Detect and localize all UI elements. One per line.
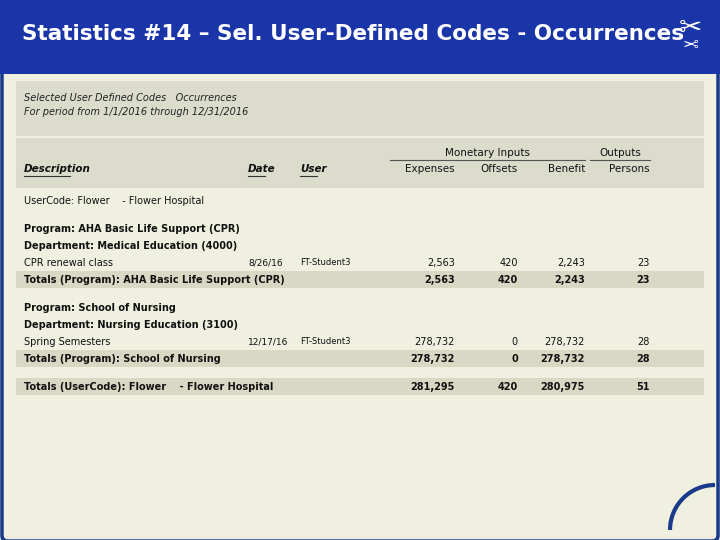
Text: 12/17/16: 12/17/16 [248, 337, 289, 346]
Text: 8/26/16: 8/26/16 [248, 258, 283, 267]
Bar [16, 271, 704, 288]
Text: 420: 420 [498, 274, 518, 285]
Text: Outputs: Outputs [599, 148, 641, 158]
Text: Department: Medical Education (4000): Department: Medical Education (4000) [24, 240, 238, 251]
Text: 23: 23 [636, 274, 650, 285]
Text: 278,732: 278,732 [544, 336, 585, 347]
Text: User: User [300, 164, 327, 174]
Text: Benefit: Benefit [548, 164, 585, 174]
Text: Selected User Defined Codes   Occurrences: Selected User Defined Codes Occurrences [24, 93, 237, 103]
Text: FT-Student3: FT-Student3 [300, 337, 351, 346]
Text: 28: 28 [636, 354, 650, 363]
Bar [16, 81, 704, 136]
Text: UserCode: Flower    - Flower Hospital: UserCode: Flower - Flower Hospital [24, 195, 204, 206]
Text: 28: 28 [638, 336, 650, 347]
Text: Date: Date [248, 164, 276, 174]
FancyBboxPatch shape [0, 0, 720, 74]
Text: 420: 420 [498, 382, 518, 392]
Text: 51: 51 [636, 382, 650, 392]
Text: Totals (Program): School of Nursing: Totals (Program): School of Nursing [24, 354, 221, 363]
Text: For period from 1/1/2016 through 12/31/2016: For period from 1/1/2016 through 12/31/2… [24, 107, 248, 117]
Text: ✂: ✂ [678, 14, 701, 42]
Text: 2,243: 2,243 [557, 258, 585, 267]
Text: Monetary Inputs: Monetary Inputs [445, 148, 530, 158]
Text: 281,295: 281,295 [410, 382, 455, 392]
Bar [16, 378, 704, 395]
Text: Description: Description [24, 164, 91, 174]
Text: Statistics #14 – Sel. User-Defined Codes - Occurrences: Statistics #14 – Sel. User-Defined Codes… [22, 24, 684, 44]
Text: 278,732: 278,732 [541, 354, 585, 363]
Text: 278,732: 278,732 [410, 354, 455, 363]
FancyBboxPatch shape [2, 65, 718, 540]
Text: 0: 0 [511, 354, 518, 363]
Bar [16, 350, 704, 367]
Text: Program: AHA Basic Life Support (CPR): Program: AHA Basic Life Support (CPR) [24, 224, 240, 233]
Text: Program: School of Nursing: Program: School of Nursing [24, 302, 176, 313]
Text: Department: Nursing Education (3100): Department: Nursing Education (3100) [24, 320, 238, 329]
Bar [16, 138, 704, 188]
Text: 278,732: 278,732 [415, 336, 455, 347]
Text: 0: 0 [512, 336, 518, 347]
Text: Totals (UserCode): Flower    - Flower Hospital: Totals (UserCode): Flower - Flower Hospi… [24, 382, 274, 392]
Text: Spring Semesters: Spring Semesters [24, 336, 110, 347]
Text: CPR renewal class: CPR renewal class [24, 258, 113, 267]
Text: Persons: Persons [609, 164, 650, 174]
Text: 420: 420 [500, 258, 518, 267]
Text: 2,563: 2,563 [424, 274, 455, 285]
Text: Totals (Program): AHA Basic Life Support (CPR): Totals (Program): AHA Basic Life Support… [24, 274, 284, 285]
Text: 2,243: 2,243 [554, 274, 585, 285]
Text: Offsets: Offsets [481, 164, 518, 174]
Text: 2,563: 2,563 [427, 258, 455, 267]
Text: 280,975: 280,975 [541, 382, 585, 392]
Text: 23: 23 [638, 258, 650, 267]
Text: ✂: ✂ [682, 30, 698, 50]
Text: Expenses: Expenses [405, 164, 455, 174]
Text: FT-Student3: FT-Student3 [300, 258, 351, 267]
